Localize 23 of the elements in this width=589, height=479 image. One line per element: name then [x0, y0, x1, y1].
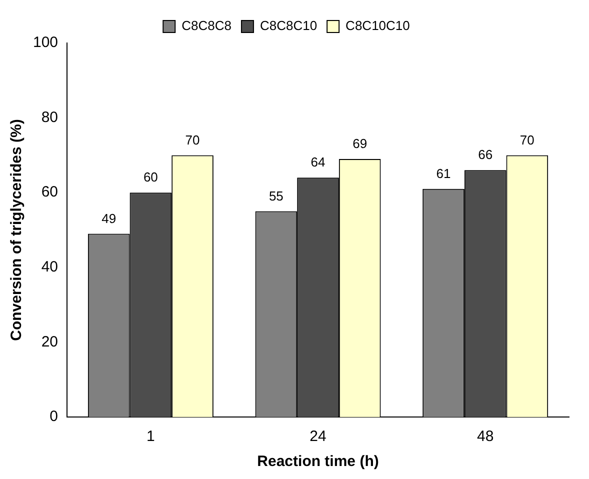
x-tick-label: 1 — [146, 428, 155, 446]
x-tick-label: 24 — [310, 428, 326, 446]
data-label: 66 — [478, 147, 493, 162]
y-tick-label: 20 — [41, 333, 58, 350]
data-label: 70 — [520, 132, 534, 148]
data-label: 60 — [143, 170, 158, 185]
y-tick-label: 40 — [41, 258, 58, 276]
y-tick-label: 80 — [41, 108, 58, 126]
x-tick-label: 48 — [476, 428, 494, 446]
data-label: 61 — [436, 166, 451, 181]
y-tick-label: 0 — [50, 408, 58, 426]
y-tick-label: 100 — [32, 34, 58, 52]
x-axis-title: Reaction time (h) — [257, 453, 379, 470]
data-label: 69 — [352, 136, 368, 152]
data-label: 55 — [268, 188, 284, 204]
data-label: 49 — [102, 210, 116, 226]
data-label: 70 — [185, 132, 200, 148]
legend-label: C8C8C8 — [182, 18, 232, 34]
legend-label: C8C10C10 — [346, 18, 410, 34]
y-tick-label: 60 — [41, 184, 58, 201]
legend-label: C8C8C10 — [260, 18, 318, 34]
data-label: 64 — [310, 154, 326, 170]
y-axis-title: Conversion of triglycerides (%) — [8, 119, 26, 341]
